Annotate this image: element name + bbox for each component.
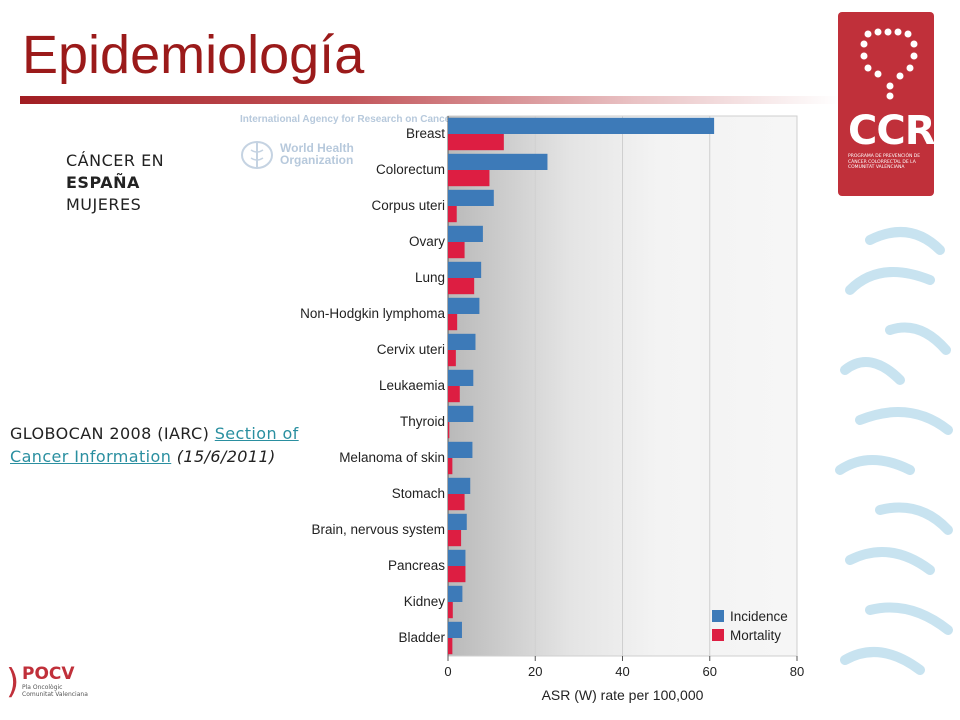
incidence-bar [448,621,462,638]
category-label: Ovary [409,234,445,249]
category-label: Breast [406,126,445,141]
incidence-bar [448,117,715,134]
section-of-cancer-information-link[interactable]: Section of Cancer Information [10,424,299,466]
who-name: World Health Organization [280,142,354,166]
category-label: Melanoma of skin [339,450,445,465]
source-citation: GLOBOCAN 2008 (IARC) Section of Cancer I… [10,422,340,468]
who-name-line-1: World Health [280,141,354,155]
subtitle-line-2: ESPAÑA [66,173,140,192]
mortality-bar [448,386,460,403]
mortality-bar [448,134,504,151]
category-label: Cervix uteri [377,342,445,357]
x-tick-label: 0 [444,664,451,679]
mortality-bar [448,170,490,187]
mortality-bar [448,242,465,259]
subtitle-line-3: MUJERES [66,195,142,214]
slide-subtitle: CÁNCER EN ESPAÑA MUJERES [66,150,164,216]
ccr-dots-icon [860,28,918,100]
incidence-bar [448,297,480,314]
mortality-bar [448,530,462,547]
x-axis-title: ASR (W) rate per 100,000 [542,687,704,703]
category-label: Kidney [404,594,446,609]
ccr-subtext: PROGRAMA DE PREVENCIÓN DE CÁNCER COLORRE… [848,154,921,170]
title-underline [20,96,840,104]
category-label: Corpus uteri [371,198,445,213]
incidence-bar [448,261,482,278]
legend-swatch [712,610,724,622]
ccr-letters: CCR [848,108,936,154]
incidence-bar [448,549,466,566]
mortality-bar [448,278,475,295]
who-emblem-icon [241,141,273,169]
incidence-bar [448,369,474,386]
ccr-logo: CCR PROGRAMA DE PREVENCIÓN DE CÁNCER COL… [838,12,936,196]
category-label: Stomach [392,486,445,501]
category-label: Lung [415,270,445,285]
pocv-logo: ) POCV Pla Oncològic Comunitat Valencian… [6,660,96,706]
category-label: Leukaemia [379,378,446,393]
incidence-bar [448,225,483,242]
incidence-bar [448,585,463,602]
pocv-subtext: Pla Oncològic Comunitat Valenciana [22,684,88,698]
incidence-bar [448,513,467,530]
incidence-bar [448,189,494,206]
mortality-bar [448,494,465,511]
x-tick-label: 60 [703,664,717,679]
pocv-bracket-icon: ) [6,662,20,702]
category-label: Brain, nervous system [311,522,445,537]
incidence-bar [448,333,476,350]
decorative-pattern-icon [835,227,953,675]
category-label: Bladder [398,630,445,645]
mortality-bar [448,566,466,583]
x-tick-label: 80 [790,664,804,679]
mortality-bar [448,314,458,331]
category-label: Colorectum [376,162,445,177]
legend-swatch [712,629,724,641]
mortality-bar [448,422,450,439]
mortality-bar [448,206,457,223]
incidence-bar [448,477,471,494]
cancer-bar-chart: 0 20 40 60 80 Breast Colorectum Corpus uteri Ova… [300,115,804,703]
incidence-bar [448,153,548,170]
legend-label: Mortality [730,628,781,643]
citation-date: (15/6/2011) [176,447,276,466]
category-label: Pancreas [388,558,445,573]
mortality-bar [448,458,453,475]
citation-prefix: GLOBOCAN 2008 (IARC) [10,424,210,443]
x-tick-label: 40 [615,664,629,679]
category-label: Non-Hodgkin lymphoma [300,306,445,321]
subtitle-line-1: CÁNCER EN [66,151,165,170]
mortality-bar [448,602,453,619]
mortality-bar [448,350,456,367]
iarc-header-text: International Agency for Research on Can… [240,114,448,125]
mortality-bar [448,638,453,655]
who-name-line-2: Organization [280,153,354,167]
category-label: Thyroid [400,414,445,429]
slide-title: Epidemiología [22,25,365,85]
x-tick-label: 20 [528,664,542,679]
incidence-bar [448,441,473,458]
legend-label: Incidence [730,609,788,624]
incidence-bar [448,405,474,422]
pocv-name: POCV [22,664,75,684]
